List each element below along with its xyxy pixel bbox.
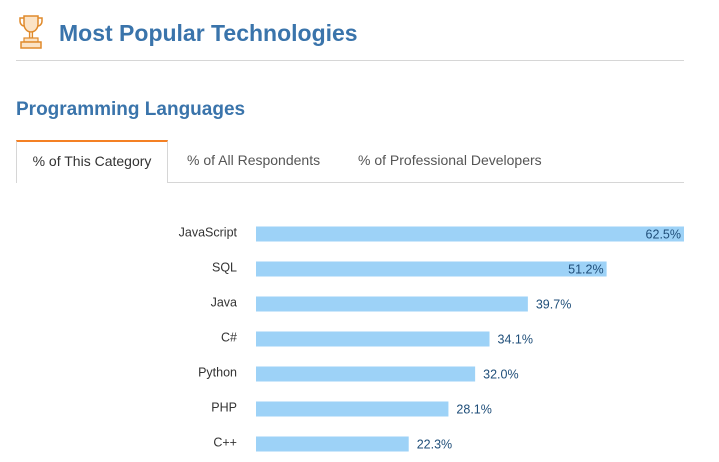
category-label-c-sharp: C#	[221, 330, 237, 344]
bar-java	[256, 296, 528, 312]
category-label-python: Python	[198, 365, 237, 379]
bar-python	[256, 366, 476, 382]
bar-c-sharp	[256, 331, 490, 347]
tab-bar: % of This Category % of All Respondents …	[16, 140, 684, 183]
bar-php	[256, 401, 449, 417]
category-label-javascript: JavaScript	[179, 225, 238, 239]
section-title: Programming Languages	[16, 99, 246, 120]
tab-this-category[interactable]: % of This Category	[16, 140, 168, 183]
tab-all-respondents[interactable]: % of All Respondents	[187, 152, 321, 168]
value-label-c-sharp: 34.1%	[498, 332, 533, 346]
value-label-php: 28.1%	[456, 402, 491, 416]
bar-cpp	[256, 436, 409, 452]
category-label-php: PHP	[211, 400, 237, 414]
value-label-javascript: 62.5%	[646, 227, 681, 241]
trophy-icon	[19, 15, 43, 49]
bar-chart: JavaScript 62.5% SQL 51.2% Java 39.7% C# 34.1% P…	[179, 225, 684, 452]
category-label-cpp: C++	[213, 435, 237, 449]
value-label-python: 32.0%	[483, 367, 518, 381]
page-title: Most Popular Technologies	[59, 20, 358, 46]
tab-professional-developers[interactable]: % of Professional Developers	[358, 152, 542, 168]
bar-sql	[256, 261, 607, 277]
category-label-java: Java	[211, 295, 237, 309]
page-header: Most Popular Technologies	[16, 12, 684, 61]
value-label-sql: 51.2%	[568, 262, 603, 276]
category-label-sql: SQL	[212, 260, 237, 274]
value-label-cpp: 22.3%	[417, 437, 452, 451]
value-label-java: 39.7%	[536, 297, 571, 311]
bar-javascript	[256, 226, 684, 242]
